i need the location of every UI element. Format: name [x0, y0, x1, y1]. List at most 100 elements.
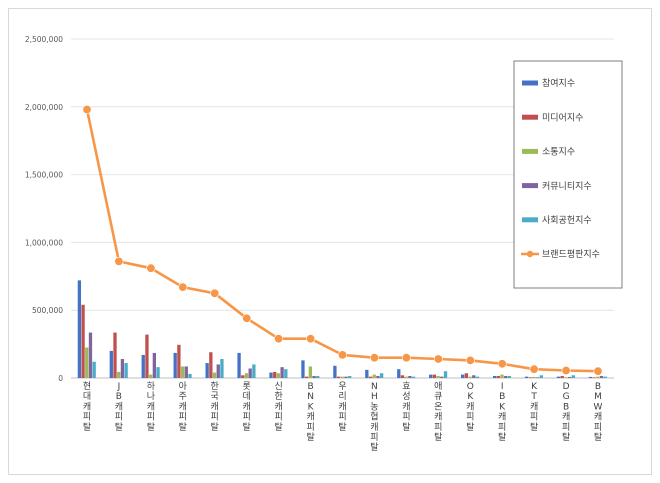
bar-series: [77, 280, 607, 378]
bar-커뮤니티지수: [472, 375, 476, 378]
y-tick-label: 0: [58, 374, 63, 383]
bar-소통지수: [564, 377, 568, 378]
bar-소통지수: [276, 373, 281, 378]
bar-커뮤니티지수: [88, 332, 93, 378]
legend-swatch: [522, 148, 538, 154]
bar-사회공헌지수: [539, 375, 543, 378]
bar-미디어지수: [336, 376, 341, 378]
legend-label: 사회공헌지수: [542, 215, 592, 226]
bar-커뮤니티지수: [184, 366, 188, 378]
legend-label: 소통지수: [542, 147, 575, 158]
bar-미디어지수: [560, 375, 564, 378]
bar-소통지수: [308, 366, 313, 378]
bar-참여지수: [397, 369, 401, 378]
bar-참여지수: [333, 365, 337, 378]
bar-미디어지수: [241, 375, 245, 378]
bar-사회공헌지수: [507, 375, 512, 378]
bar-참여지수: [429, 374, 433, 378]
bar-커뮤니티지수: [248, 368, 252, 378]
bar-참여지수: [492, 375, 497, 378]
line-point: [497, 359, 507, 369]
bar-참여지수: [237, 352, 241, 378]
line-point: [178, 282, 188, 292]
bar-사회공헌지수: [92, 361, 96, 378]
line-point: [82, 105, 92, 115]
line-point: [114, 256, 124, 266]
bar-커뮤니티지수: [152, 352, 156, 378]
bar-소통지수: [149, 374, 153, 378]
line-point: [337, 350, 347, 360]
line-series: [82, 105, 603, 376]
bar-커뮤니티지수: [599, 375, 604, 378]
bar-사회공헌지수: [379, 373, 384, 378]
legend-swatch: [522, 183, 538, 189]
bar-참여지수: [365, 369, 369, 378]
bar-사회공헌지수: [443, 371, 448, 378]
line-point: [274, 334, 284, 344]
y-tick-label: 2,500,000: [25, 35, 63, 44]
legend-swatch: [522, 80, 538, 86]
bar-미디어지수: [145, 334, 149, 378]
bar-커뮤니티지수: [344, 376, 348, 378]
bar-소통지수: [340, 376, 344, 378]
line-point: [561, 365, 571, 375]
legend-label: 브랜드평판지수: [542, 249, 600, 260]
bar-미디어지수: [305, 376, 309, 378]
bar-사회공헌지수: [603, 376, 607, 378]
bar-사회공헌지수: [284, 369, 288, 378]
bar-커뮤니티지수: [536, 377, 540, 378]
bar-미디어지수: [528, 377, 532, 378]
legend-label: 미디어지수: [542, 112, 583, 123]
bar-소통지수: [500, 374, 504, 378]
bar-소통지수: [180, 366, 185, 378]
bar-참여지수: [109, 350, 113, 378]
bar-소통지수: [436, 375, 440, 378]
line-point: [593, 366, 603, 376]
legend-label: 참여지수: [542, 77, 575, 89]
line-point: [210, 288, 220, 298]
bar-미디어지수: [177, 344, 181, 378]
gridlines: [71, 38, 614, 379]
line-point: [529, 364, 539, 374]
bar-커뮤니티지수: [408, 375, 412, 378]
legend-label: 커뮤니티지수: [542, 181, 592, 192]
line-point: [306, 334, 316, 344]
bar-커뮤니티지수: [120, 359, 125, 378]
bar-미디어지수: [113, 332, 117, 378]
bar-소통지수: [468, 376, 472, 378]
bar-참여지수: [269, 372, 273, 378]
legend-swatch: [522, 217, 538, 223]
bar-참여지수: [556, 376, 561, 378]
bar-커뮤니티지수: [504, 375, 508, 378]
bar-사회공헌지수: [411, 376, 416, 378]
bar-사회공헌지수: [475, 376, 480, 378]
bar-참여지수: [141, 354, 145, 378]
bar-사회공헌지수: [188, 373, 192, 378]
bar-커뮤니티지수: [280, 367, 284, 378]
y-tick-label: 500,000: [32, 306, 63, 315]
bar-참여지수: [205, 363, 209, 378]
line-point: [433, 354, 443, 364]
legend-swatch: [522, 114, 538, 120]
legend-swatch-point: [526, 250, 534, 258]
line-point: [242, 313, 252, 323]
y-tick-label: 2,000,000: [25, 103, 63, 112]
bar-소통지수: [85, 347, 89, 378]
bar-사회공헌지수: [220, 359, 224, 378]
chart-frame: 0 500,000 1,000,000 1,500,000 2,000,000 2,500…: [8, 8, 652, 475]
bar-참여지수: [524, 376, 529, 378]
legend-box: [513, 60, 623, 289]
